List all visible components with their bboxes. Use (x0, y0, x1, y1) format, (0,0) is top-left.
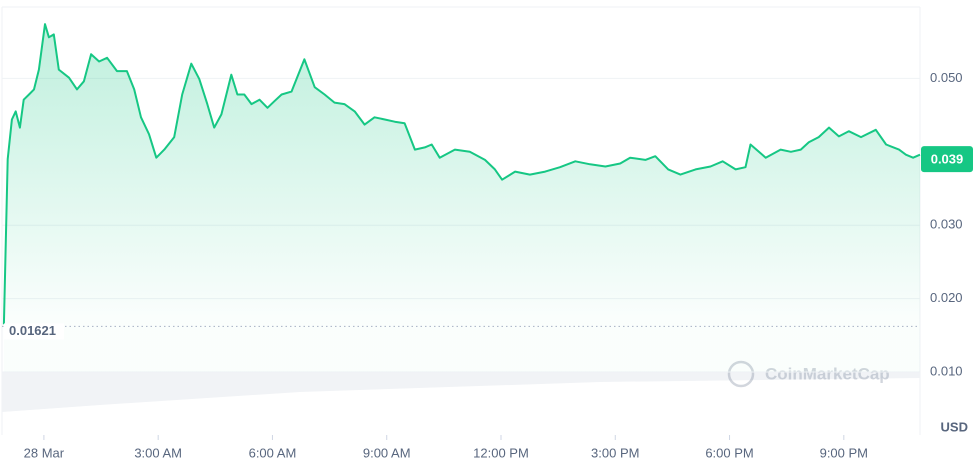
x-tick-label: 12:00 PM (473, 445, 529, 460)
y-tick-label: 0.020 (930, 290, 963, 305)
x-tick-label: 9:00 AM (363, 445, 411, 460)
current-badge (921, 146, 973, 173)
y-unit: USD (941, 419, 968, 434)
current-label: 0.039 (931, 152, 964, 167)
x-tick-label: 6:00 AM (249, 445, 297, 460)
reference-label-bg (4, 323, 64, 340)
y-tick-label: 0.010 (930, 363, 963, 378)
y-tick-label: 0.030 (930, 217, 963, 232)
volume-area (2, 372, 920, 412)
x-tick-label: 6:00 PM (705, 445, 753, 460)
area (3, 24, 920, 372)
x-tick-label: 3:00 AM (134, 445, 182, 460)
x-tick-label: 28 Mar (24, 445, 65, 460)
x-tick-label: 9:00 PM (820, 445, 868, 460)
x-tick-label: 3:00 PM (591, 445, 639, 460)
y-tick-label: 0.050 (930, 70, 963, 85)
reference-label: 0.01621 (9, 323, 56, 338)
price-line (2, 23, 921, 325)
